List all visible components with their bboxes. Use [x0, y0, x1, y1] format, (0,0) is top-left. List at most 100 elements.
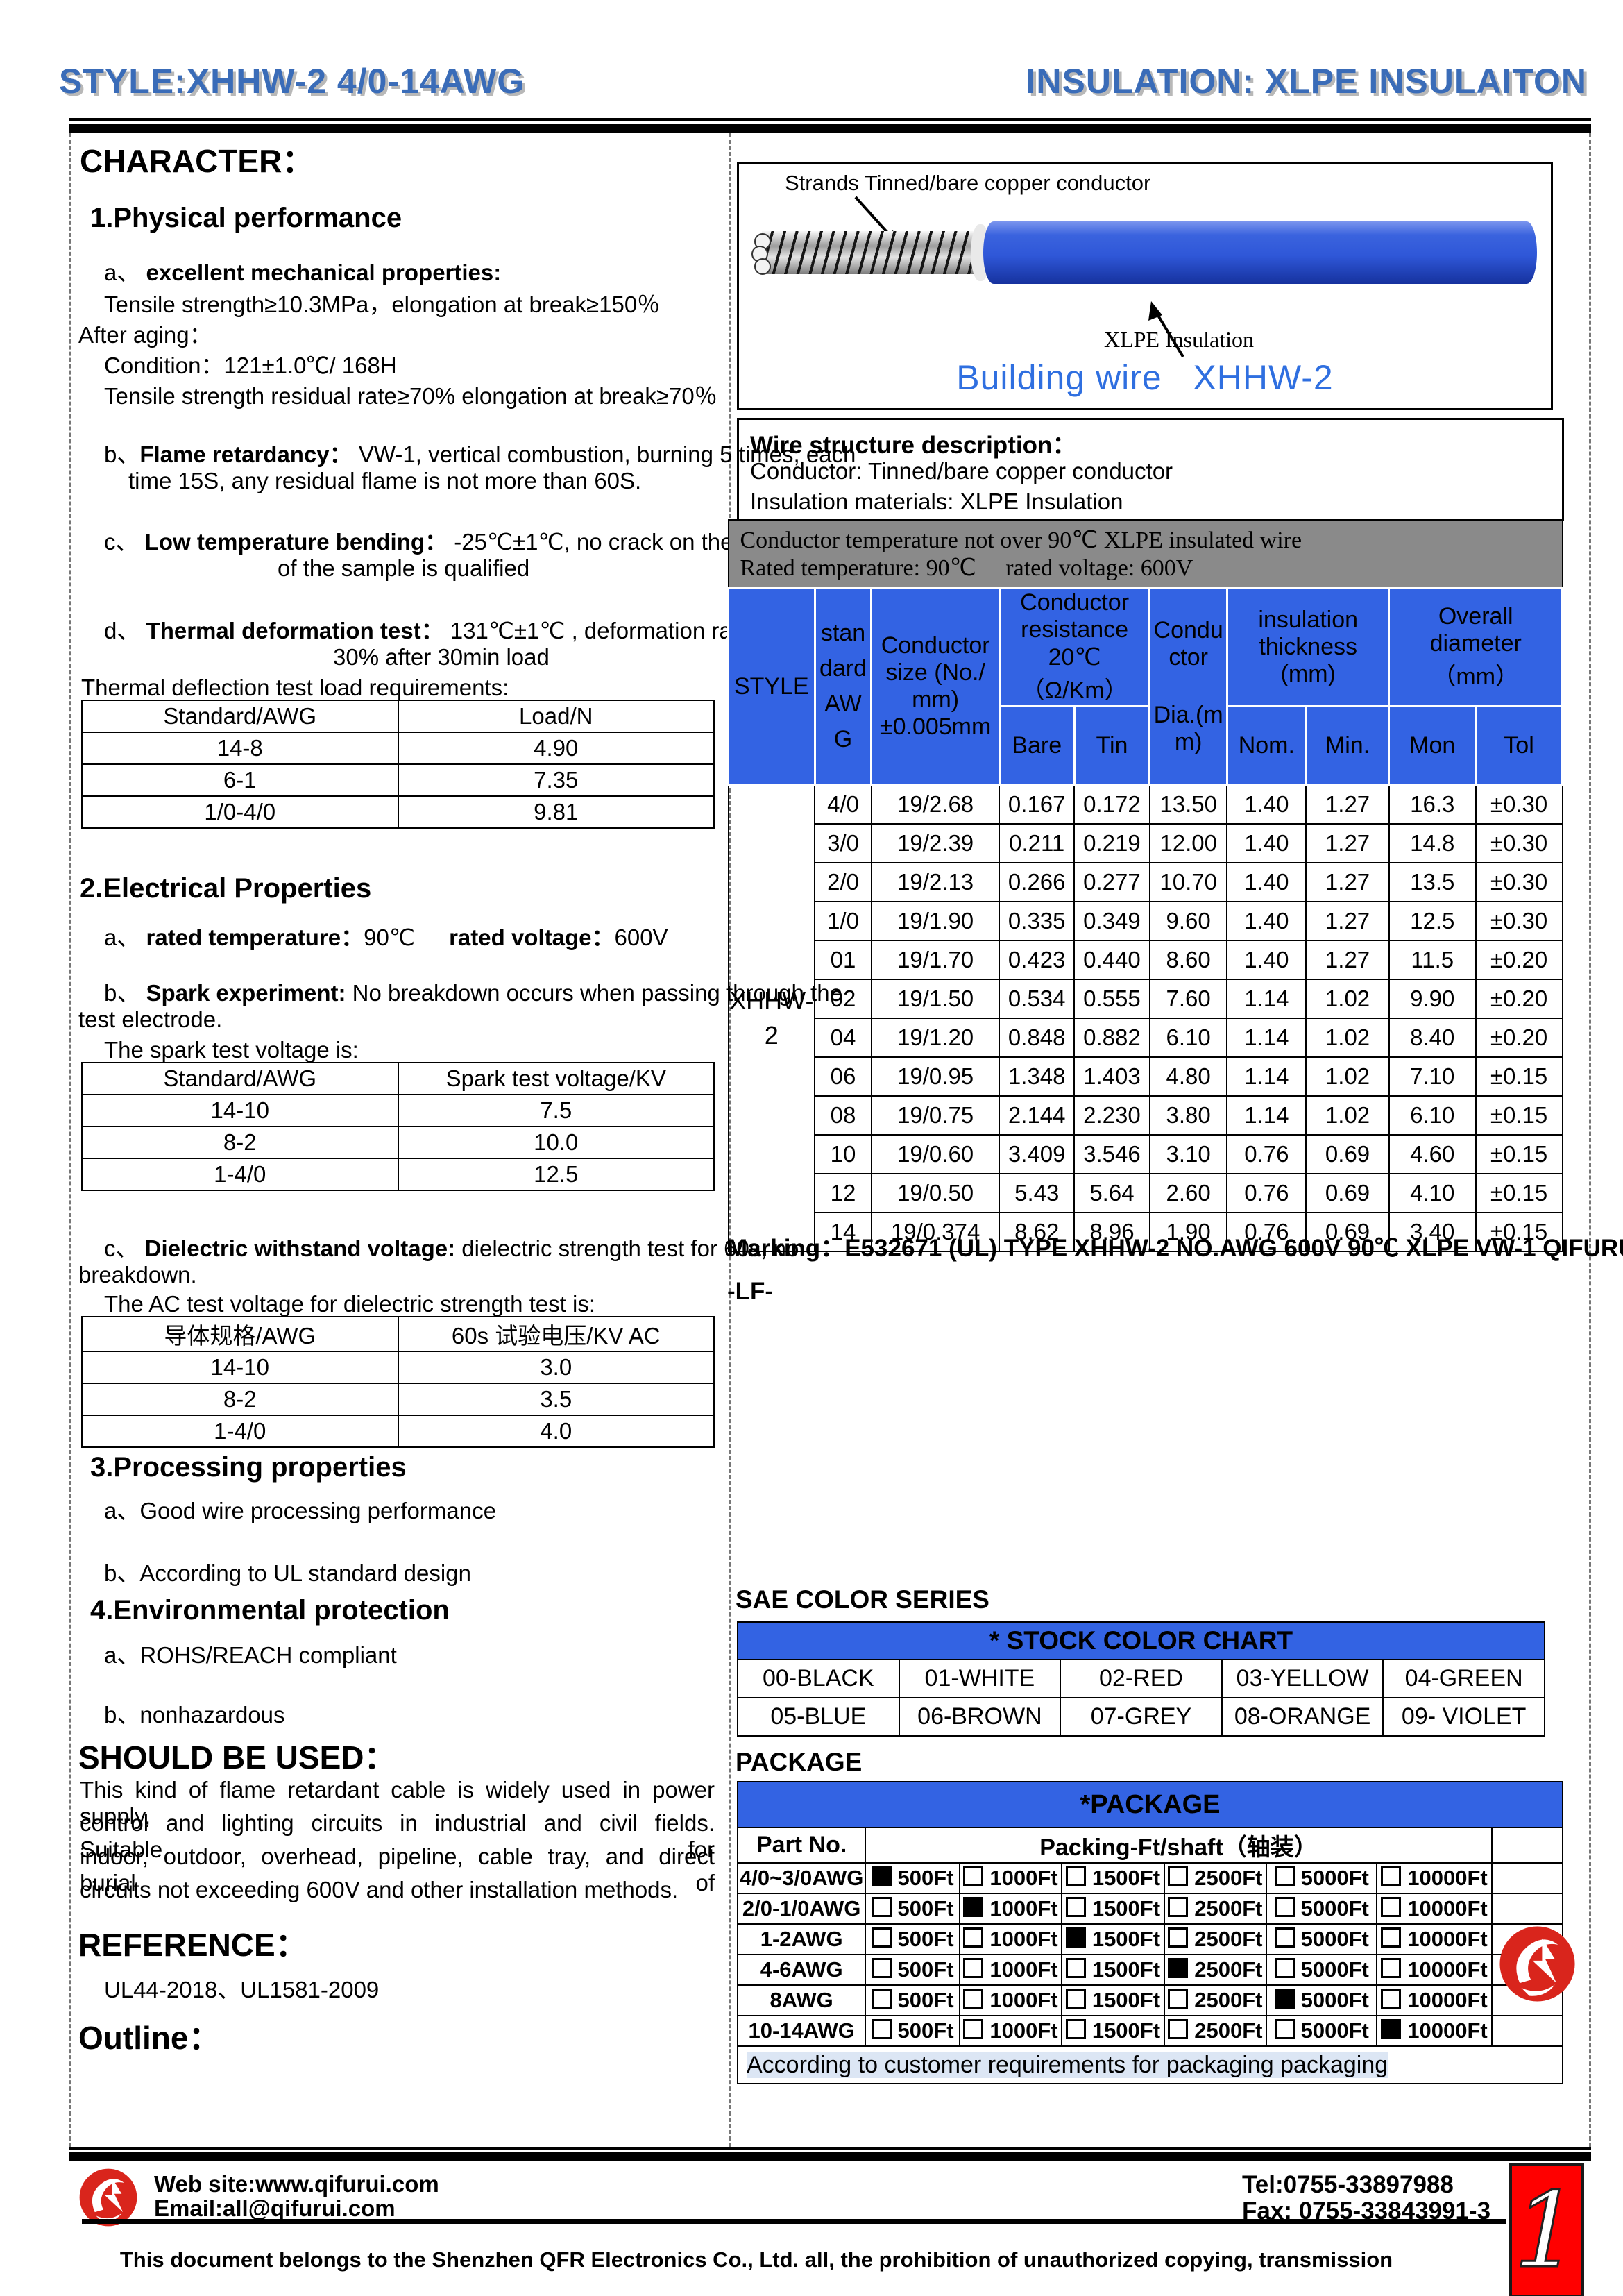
col-dia: Conductor Dia.(mm) — [1148, 587, 1228, 786]
packing-option-label: 1500Ft — [1091, 1927, 1161, 1951]
spark-voltage-table: Standard/AWG Spark test voltage/KV 14-10 7.… — [81, 1062, 715, 1191]
wire-structure-box: Wire structure description： Conductor: T… — [737, 418, 1564, 521]
header-rule-thick — [69, 124, 1591, 133]
spec-cell: 19/0.60 — [870, 1134, 1001, 1174]
table-cell: 3.5 — [397, 1383, 715, 1416]
packing-option-cell: 1000Ft — [958, 1923, 1063, 1955]
spec-table: Conductor temperature not over 90℃ XLPE … — [727, 519, 1563, 1252]
outline-heading: Outline： — [78, 2020, 221, 2056]
table-cell: 1-4/0 — [81, 1415, 399, 1448]
structure-title: Wire structure description： — [750, 432, 1077, 459]
packing-option-label: 1500Ft — [1091, 1866, 1161, 1890]
spec-cell: 19/2.39 — [870, 823, 1001, 863]
physical-item-d: d、 Thermal deformation test： 131℃±1℃ , d… — [104, 612, 770, 645]
item-a-prefix: a、 — [104, 260, 140, 285]
packing-option-label: 5000Ft — [1300, 1896, 1369, 1921]
item-a-label: excellent mechanical properties: — [146, 260, 502, 285]
spec-cell: 1.40 — [1226, 862, 1307, 902]
part-no-cell: 1-2AWG — [736, 1923, 867, 1955]
spec-cell: 4.80 — [1148, 1056, 1228, 1097]
packing-option-cell: 5000Ft — [1266, 1923, 1378, 1955]
checkbox-icon — [1381, 1897, 1402, 1917]
packing-option-label: 1500Ft — [1091, 1988, 1161, 2012]
item-c-label: Low temperature bending： — [144, 529, 448, 555]
spec-cell: 1/0 — [814, 901, 872, 941]
spark-note: The spark test voltage is: — [104, 1037, 359, 1063]
spec-cell: 13.5 — [1388, 862, 1477, 902]
packing-option-cell: 2500Ft — [1163, 1984, 1268, 2016]
col-style: STYLE — [727, 587, 816, 786]
spec-row: 3/0 19/2.39 0.211 0.219 12.00 1.40 1.27 14.8 ±0.… — [729, 823, 1563, 863]
item-d-text2: 30% after 30min load — [333, 644, 550, 670]
packing-option-cell: 2500Ft — [1163, 1923, 1268, 1955]
footer-website[interactable]: Web site:www.qifurui.com — [154, 2171, 439, 2197]
col-insulation: insulation thickness (mm) — [1225, 587, 1391, 707]
spec-cell: 19/1.50 — [870, 979, 1001, 1019]
packing-option-label: 500Ft — [897, 1988, 954, 2012]
spec-cell: ±0.30 — [1475, 784, 1563, 825]
col-dia-top: Conductor — [1153, 617, 1223, 670]
package-note-cell: According to customer requirements for p… — [737, 2045, 1563, 2084]
stock-color-cell: 02-RED — [1060, 1659, 1223, 1698]
stock-color-cell: 09- VIOLET — [1382, 1697, 1545, 1737]
item-d-text: 131℃±1℃ , deformation rate ≤ — [450, 618, 770, 643]
packing-option-cell: 2500Ft — [1163, 1862, 1268, 1894]
column-header: Spark test voltage/KV — [397, 1062, 715, 1095]
package-row: 4-6AWG 500Ft 1000Ft 1500Ft 2500Ft 5000Ft 10000… — [736, 1954, 1564, 1986]
rated-voltage-label: rated voltage： — [449, 925, 615, 950]
style-value-cell: XHHW-2 — [727, 784, 816, 1252]
packing-option-label: 10000Ft — [1407, 2018, 1488, 2043]
col-tol: Tol — [1475, 705, 1563, 786]
spec-cell: 3/0 — [814, 823, 872, 863]
part-no-cell: 10-14AWG — [736, 2015, 867, 2047]
spec-cell: 19/0.95 — [870, 1056, 1001, 1097]
item-c-text2: of the sample is qualified — [278, 555, 530, 581]
col-bare: Bare — [998, 705, 1076, 786]
spec-cell: 6.10 — [1148, 1018, 1228, 1058]
spec-row: 14 19/0.374 8.62 8.96 1.90 0.76 0.69 3.40 ±0.15 — [729, 1212, 1563, 1252]
footer-email[interactable]: Email:all@qifurui.com — [154, 2195, 396, 2221]
packing-option-cell: 10000Ft — [1376, 1893, 1493, 1925]
table-row: 14-10 3.0 — [81, 1351, 715, 1384]
packing-option-cell: 5000Ft — [1266, 1984, 1378, 2016]
checkbox-icon — [963, 2019, 984, 2039]
item-b-label: Flame retardancy： — [139, 441, 352, 467]
packing-option-cell: 5000Ft — [1266, 1954, 1378, 1986]
spec-cell: 08 — [814, 1095, 872, 1136]
row-spacer-cell — [1490, 1893, 1564, 1925]
col-mon: Mon — [1388, 705, 1477, 786]
spec-cell: 19/0.374 — [870, 1212, 1001, 1252]
spec-cell: 19/0.50 — [870, 1173, 1001, 1213]
spec-cell: 1.14 — [1226, 1095, 1307, 1136]
col-dia-bottom: Dia.(mm) — [1153, 702, 1223, 755]
spec-row: 1/0 19/1.90 0.335 0.349 9.60 1.40 1.27 12.5 ±0.3… — [729, 901, 1563, 941]
spec-note-row: Conductor temperature not over 90℃ XLPE … — [727, 519, 1563, 589]
spec-cell: 1.02 — [1305, 1056, 1390, 1097]
packing-option-label: 500Ft — [897, 1957, 954, 1982]
checkbox-icon — [1381, 1927, 1402, 1948]
reference-heading: REFERENCE： — [78, 1927, 307, 1963]
checkbox-icon — [1274, 1866, 1295, 1886]
packing-option-label: 500Ft — [897, 2018, 954, 2043]
packing-option-cell: 2500Ft — [1163, 1893, 1268, 1925]
elec-c-prefix: c、 — [104, 1235, 139, 1261]
packing-option-label: 2500Ft — [1194, 1988, 1263, 2012]
spec-cell: 06 — [814, 1056, 872, 1097]
table-row: 1-4/0 4.0 — [81, 1415, 715, 1448]
column-header: Load/N — [397, 700, 715, 733]
stock-color-cell: 04-GREEN — [1382, 1659, 1545, 1698]
spec-row: 06 19/0.95 1.348 1.403 4.80 1.14 1.02 7.10 ±0.15 — [729, 1056, 1563, 1097]
spec-cell: 0.277 — [1073, 862, 1150, 902]
spec-cell: 19/1.20 — [870, 1018, 1001, 1058]
character-heading: CHARACTER： — [80, 143, 314, 179]
checkbox-icon — [871, 2019, 892, 2039]
spec-cell: 0.423 — [999, 940, 1076, 980]
spec-cell: 2.144 — [999, 1095, 1076, 1136]
table-header-row: Standard/AWG Load/N — [81, 700, 715, 733]
spec-cell: 0.335 — [999, 901, 1076, 941]
stock-color-row: 00-BLACK 01-WHITE 02-RED 03-YELLOW 04-GREEN — [737, 1659, 1545, 1698]
packing-option-cell: 10000Ft — [1376, 1984, 1493, 2016]
packing-option-cell: 1500Ft — [1061, 1984, 1165, 2016]
packing-option-cell: 10000Ft — [1376, 1923, 1493, 1955]
conductor-strands — [762, 231, 976, 274]
